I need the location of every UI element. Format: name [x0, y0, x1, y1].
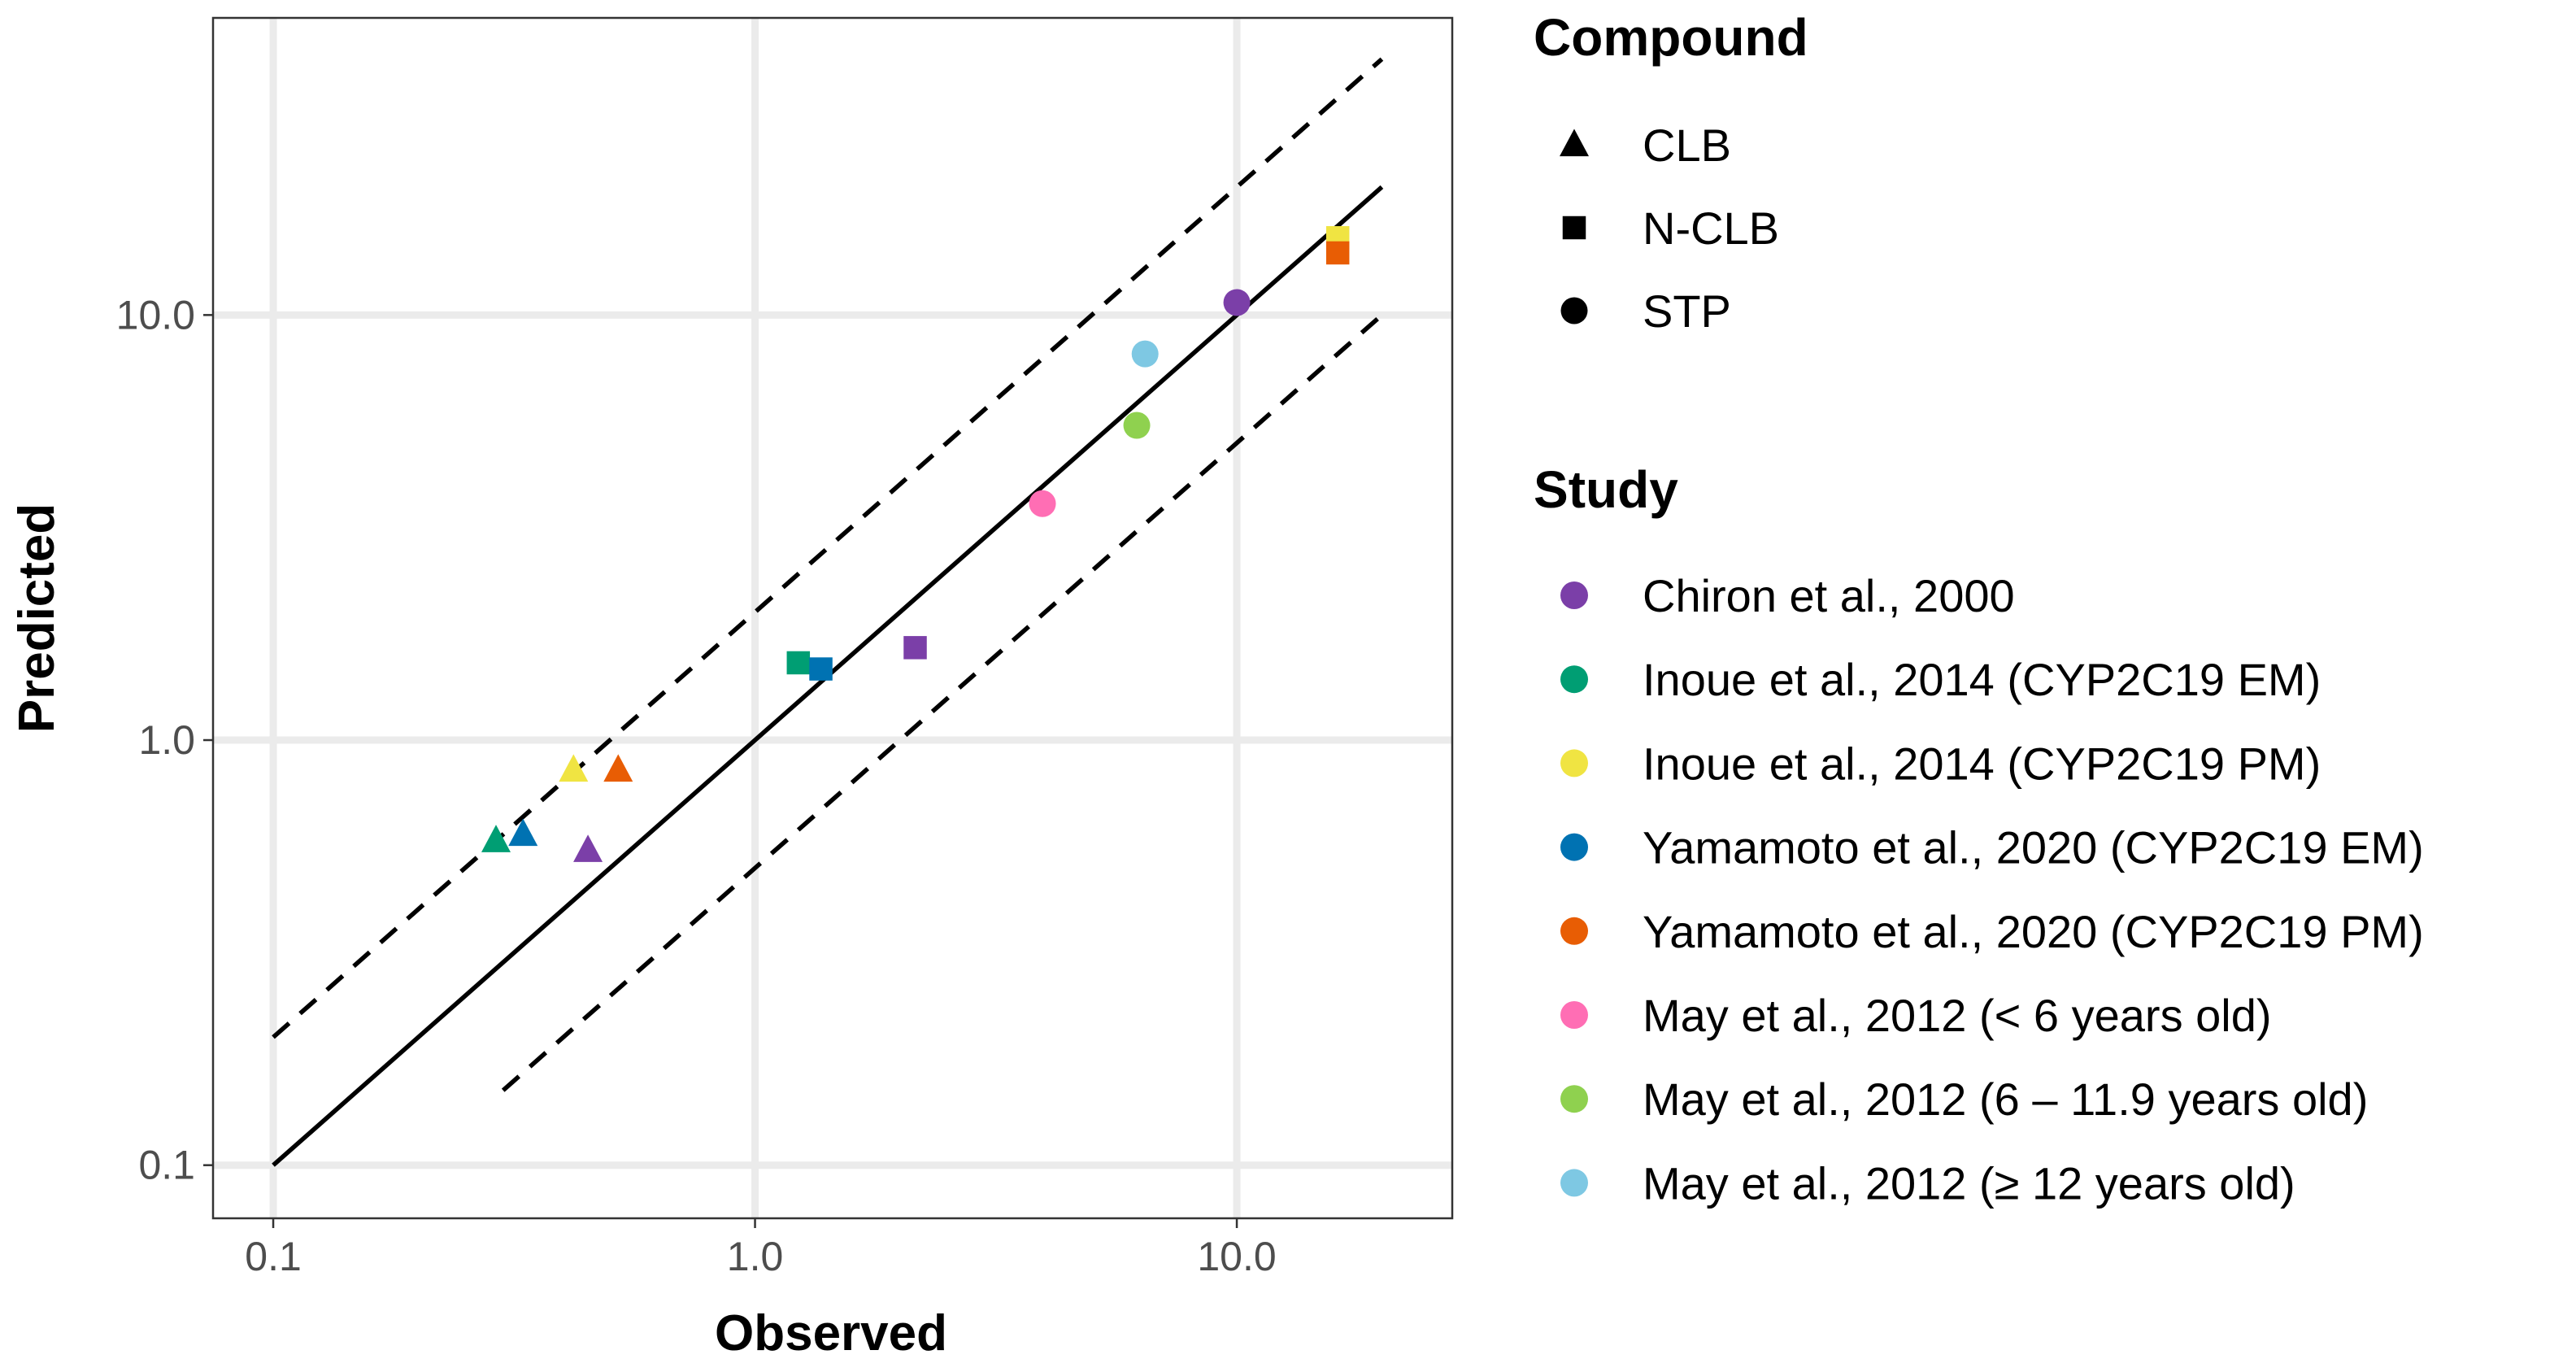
- data-point-11: [1223, 289, 1251, 316]
- data-point-10: [1131, 340, 1159, 368]
- data-point-0: [481, 825, 511, 852]
- legend-study-swatch-6: [1560, 1085, 1588, 1113]
- axes: Observed Predicted 0.1 1.0 10.0 0.1 1.0 10.0: [9, 292, 1277, 1361]
- legend-study-swatch-2: [1560, 749, 1588, 777]
- legend-study-label-6: May et al., 2012 (6 – 11.9 years old): [1643, 1074, 2368, 1125]
- plot-border: [211, 16, 1454, 1220]
- data-point-6: [809, 657, 833, 681]
- data-point-8: [1029, 490, 1056, 517]
- plot-panel: [211, 16, 1454, 1220]
- legend-study-label-7: May et al., 2012 (≥ 12 years old): [1643, 1157, 2295, 1209]
- x-tick-label-2: 10.0: [1197, 1234, 1276, 1279]
- legend-shape-triangle-icon: [1560, 128, 1589, 157]
- reference-line-upper-2-fold: [272, 57, 1384, 1039]
- legend-compound-label-0: CLB: [1643, 120, 1731, 171]
- y-tick-label-2: 10.0: [116, 292, 195, 338]
- y-tick-label-0: 0.1: [138, 1143, 195, 1188]
- legend-study-label-1: Inoue et al., 2014 (CYP2C19 EM): [1643, 654, 2321, 705]
- data-point-7: [903, 636, 927, 660]
- y-axis-title: Predicted: [9, 503, 65, 734]
- legend-study-swatch-4: [1560, 917, 1588, 945]
- data-point-1: [508, 818, 538, 847]
- legend-study-swatch-7: [1560, 1169, 1588, 1197]
- legend-study-label-4: Yamamoto et al., 2020 (CYP2C19 PM): [1643, 906, 2424, 957]
- x-axis-title: Observed: [715, 1305, 947, 1361]
- legend-compound-title: Compound: [1534, 8, 1808, 67]
- legend-study-swatch-3: [1560, 833, 1588, 861]
- reference-line-lower-2-fold: [501, 313, 1384, 1092]
- legend-compound-label-1: N-CLB: [1643, 203, 1779, 254]
- x-tick-label-1: 1.0: [727, 1234, 784, 1279]
- legend-study-label-3: Yamamoto et al., 2020 (CYP2C19 EM): [1643, 822, 2424, 873]
- legend-compound-label-2: STP: [1643, 285, 1731, 337]
- data-point-4: [603, 754, 633, 782]
- data-point-13: [1325, 241, 1350, 265]
- legend-study-title: Study: [1534, 460, 1678, 519]
- x-tick-label-0: 0.1: [245, 1234, 302, 1279]
- legend-study-swatch-1: [1560, 665, 1588, 694]
- data-point-5: [786, 651, 811, 675]
- legend-shape-circle-icon: [1560, 297, 1588, 324]
- legend-study-label-0: Chiron et al., 2000: [1643, 570, 2015, 621]
- data-point-9: [1123, 412, 1151, 439]
- legend-shape-square-icon: [1562, 216, 1586, 240]
- legend: Compound Study CLB N-CLB STP Chiron et al.,…: [1534, 8, 2424, 1209]
- data-point-3: [573, 834, 603, 862]
- legend-study-label-2: Inoue et al., 2014 (CYP2C19 PM): [1643, 738, 2321, 789]
- legend-study-swatch-0: [1560, 581, 1588, 609]
- legend-study-swatch-5: [1560, 1001, 1588, 1029]
- y-tick-label-1: 1.0: [138, 717, 195, 763]
- data-point-2: [559, 754, 589, 782]
- legend-study-label-5: May et al., 2012 (< 6 years old): [1643, 990, 2272, 1041]
